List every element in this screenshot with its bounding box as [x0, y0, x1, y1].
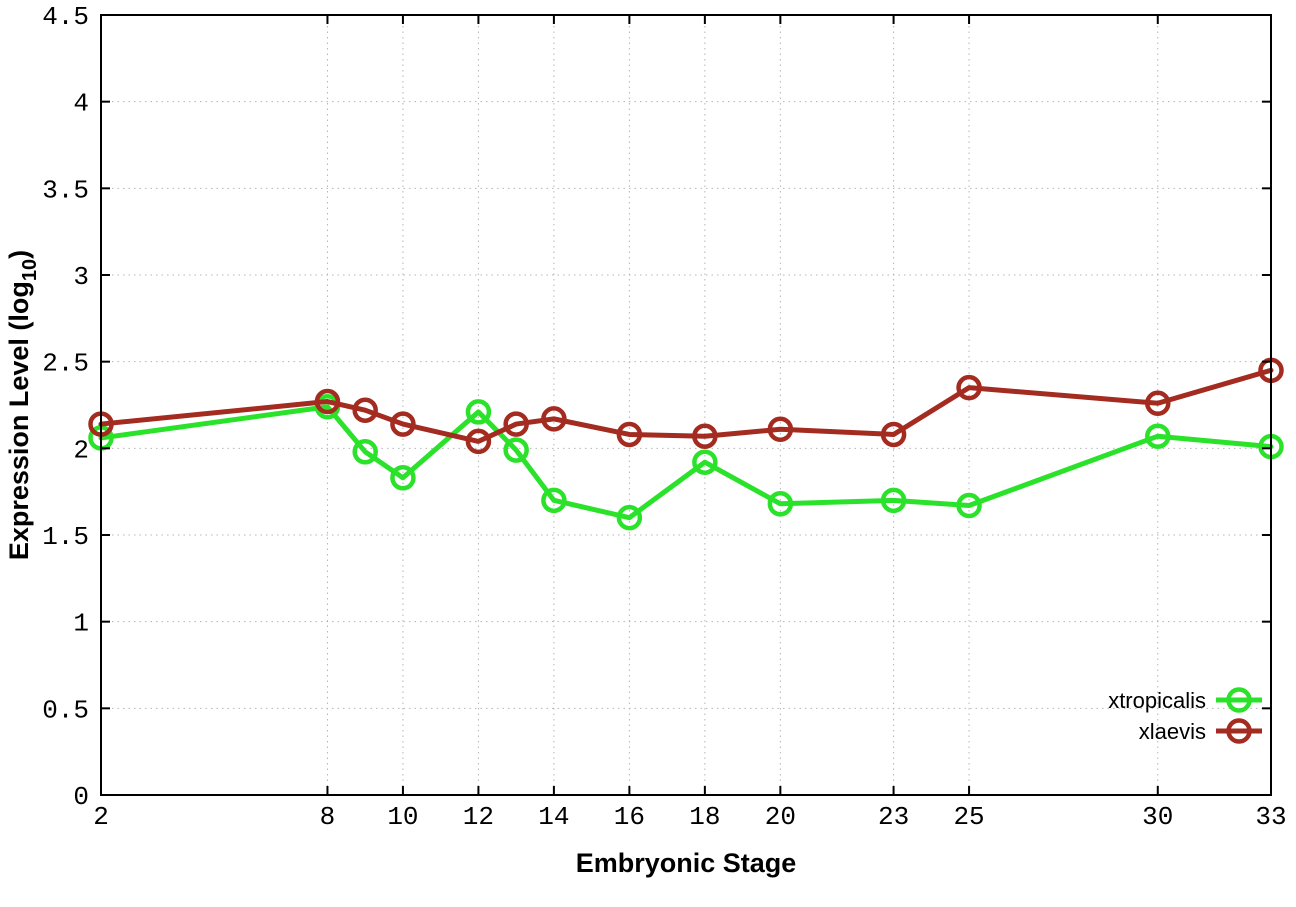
xtropicalis-data-point — [956, 492, 982, 519]
xlaevis-data-point — [352, 397, 378, 423]
y-tick-label: 3.5 — [42, 175, 89, 205]
x-tick-label: 12 — [463, 802, 494, 832]
tick-label-layer: 2 8 10 12 14 16 18 20 23 25 30 33 0 0.5 1 1.5 2 2.5 3 3.5 4 4… — [42, 2, 1286, 832]
xlaevis-data-point — [692, 423, 718, 449]
xlaevis-data-point — [767, 416, 794, 443]
x-tick-label: 25 — [953, 802, 984, 832]
y-tick-label: 4 — [73, 89, 89, 119]
x-tick-label: 14 — [538, 802, 569, 832]
legend-item-xtropicalis: xtropicalis — [1108, 687, 1262, 713]
xlaevis-data-point — [314, 388, 341, 415]
plot-border — [100, 14, 1272, 796]
x-axis-title: Embryonic Stage — [576, 848, 797, 878]
xtropicalis-line — [98, 404, 1274, 521]
xlaevis-data-point — [465, 428, 492, 455]
xlaevis-data-point — [880, 421, 907, 448]
y-tick-label: 1 — [73, 609, 89, 639]
xtropicalis-data-point — [616, 504, 643, 531]
xtropicalis-data-point — [1145, 423, 1171, 449]
y-tick-label: 3 — [73, 262, 89, 292]
y-axis-title: Expression Level (log10) — [4, 250, 41, 560]
legend-label-xtropicalis: xtropicalis — [1108, 688, 1206, 713]
xtropicalis-data-point — [767, 491, 794, 517]
legend-label-xlaevis: xlaevis — [1139, 719, 1206, 744]
xlaevis-data-point — [503, 411, 529, 437]
xtropicalis-data-point — [880, 487, 907, 514]
y-tick-label: 0.5 — [42, 695, 89, 725]
x-tick-label: 23 — [878, 802, 909, 832]
x-tick-label: 8 — [320, 802, 336, 832]
y-tick-label: 2 — [73, 435, 89, 465]
x-tick-label: 20 — [765, 802, 796, 832]
y-tick-label: 0 — [73, 782, 89, 812]
x-tick-label: 18 — [689, 802, 720, 832]
legend-sample-marker — [1226, 718, 1252, 744]
xlaevis-data-point — [390, 411, 416, 437]
xlaevis-data-point — [956, 374, 982, 401]
xtropicalis-data-point — [352, 439, 378, 465]
x-tick-label: 33 — [1255, 802, 1286, 832]
axis-layer — [100, 14, 1272, 796]
xlaevis-data-point — [1145, 390, 1171, 417]
legend: xtropicalis xlaevis — [1108, 687, 1262, 744]
xlaevis-data-point — [616, 421, 643, 448]
xlaevis-line — [98, 367, 1274, 444]
xlaevis-data-point — [541, 406, 567, 432]
y-axis-title-prefix: Expression Level (log — [4, 281, 34, 560]
series-layer — [88, 357, 1284, 531]
y-tick-label: 4.5 — [42, 2, 89, 32]
xtropicalis-data-point — [503, 437, 529, 463]
x-tick-label: 10 — [387, 802, 418, 832]
y-tick-label: 2.5 — [42, 349, 89, 379]
y-axis-title-suffix: ) — [4, 250, 34, 259]
legend-sample-marker — [1226, 687, 1252, 713]
xtropicalis-data-point — [390, 465, 416, 491]
x-tick-label: 16 — [614, 802, 645, 832]
xtropicalis-data-point — [465, 399, 492, 425]
x-tick-label: 2 — [93, 802, 109, 832]
xtropicalis-data-point — [692, 449, 718, 475]
xtropicalis-data-point — [541, 487, 567, 514]
y-axis-title-subscript: 10 — [19, 259, 41, 281]
y-tick-label: 1.5 — [42, 522, 89, 552]
x-tick-label: 30 — [1142, 802, 1173, 832]
legend-item-xlaevis: xlaevis — [1139, 718, 1262, 744]
